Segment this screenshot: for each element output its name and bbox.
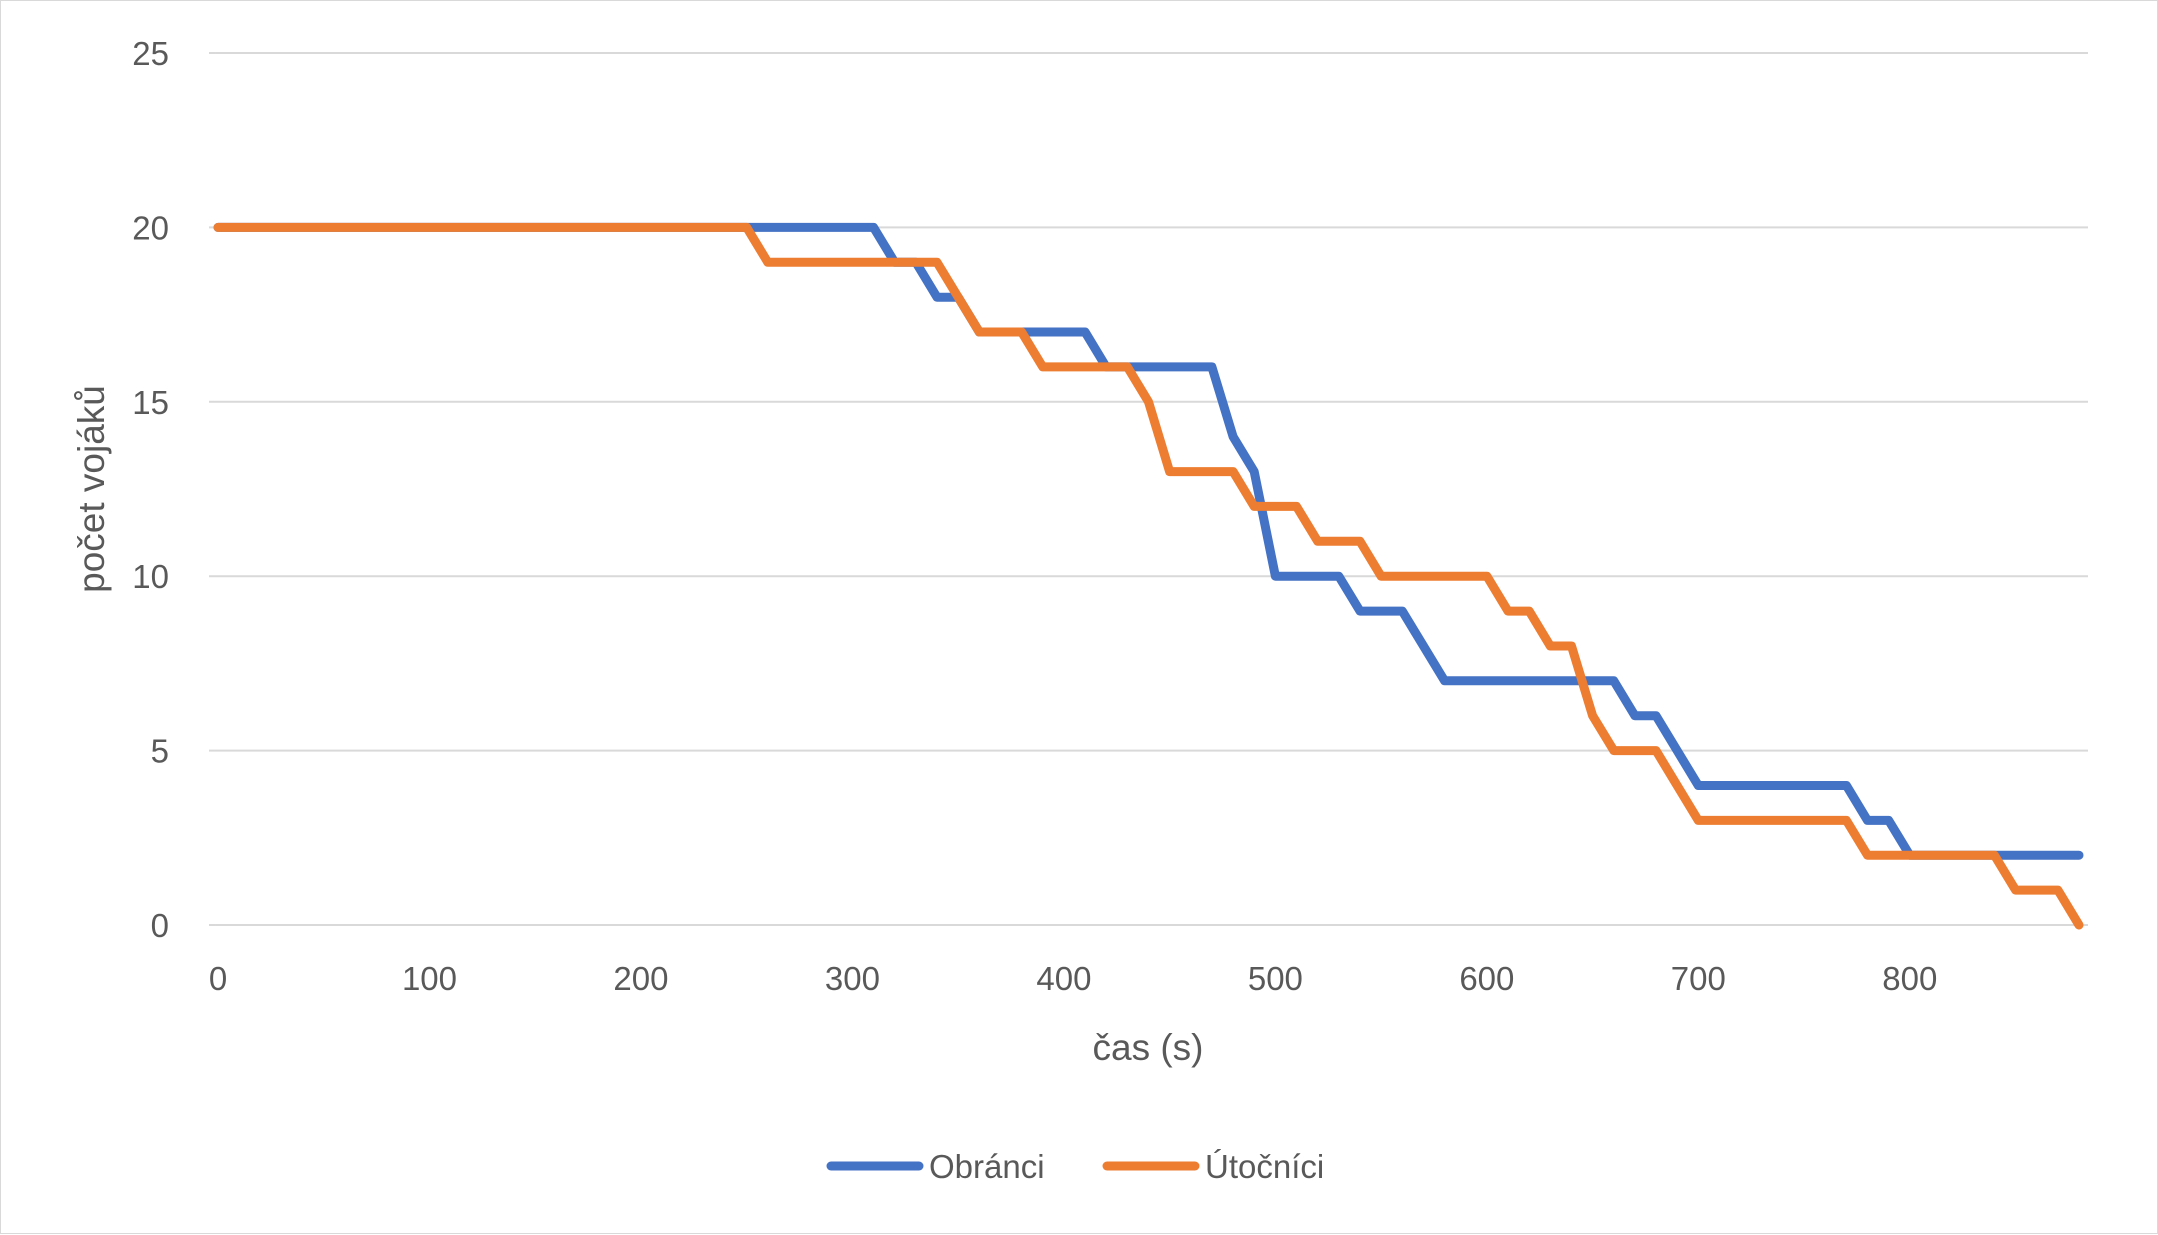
x-tick-label: 300: [825, 960, 880, 997]
series-line-1: [213, 222, 2084, 860]
x-tick-label: 100: [402, 960, 457, 997]
legend: Obránci Útočníci: [826, 1148, 1324, 1185]
y-tick-label: 25: [132, 35, 169, 72]
x-tick-label: 700: [1671, 960, 1726, 997]
x-tick-label: 200: [613, 960, 668, 997]
x-tick-label: 800: [1882, 960, 1937, 997]
y-axis-ticks: 0 5 10 15 20 25: [132, 35, 169, 944]
x-tick-label: 600: [1459, 960, 1514, 997]
y-tick-label: 5: [151, 733, 169, 770]
y-tick-label: 10: [132, 558, 169, 595]
y-tick-label: 15: [132, 384, 169, 421]
y-tick-label: 20: [132, 209, 169, 246]
series-lines: [213, 222, 2084, 930]
x-axis-ticks: 0 100 200 300 400 500 600 700 800: [209, 960, 1938, 997]
y-axis-title: počet vojáků: [71, 385, 112, 593]
x-tick-label: 0: [209, 960, 227, 997]
y-tick-label: 0: [151, 907, 169, 944]
series-line-2: [213, 222, 2084, 930]
x-tick-label: 500: [1248, 960, 1303, 997]
x-tick-label: 400: [1036, 960, 1091, 997]
legend-label-1: Obránci: [929, 1148, 1045, 1185]
legend-label-2: Útočníci: [1205, 1148, 1324, 1185]
gridlines: [209, 52, 2088, 926]
x-axis-title: čas (s): [1093, 1027, 1204, 1068]
